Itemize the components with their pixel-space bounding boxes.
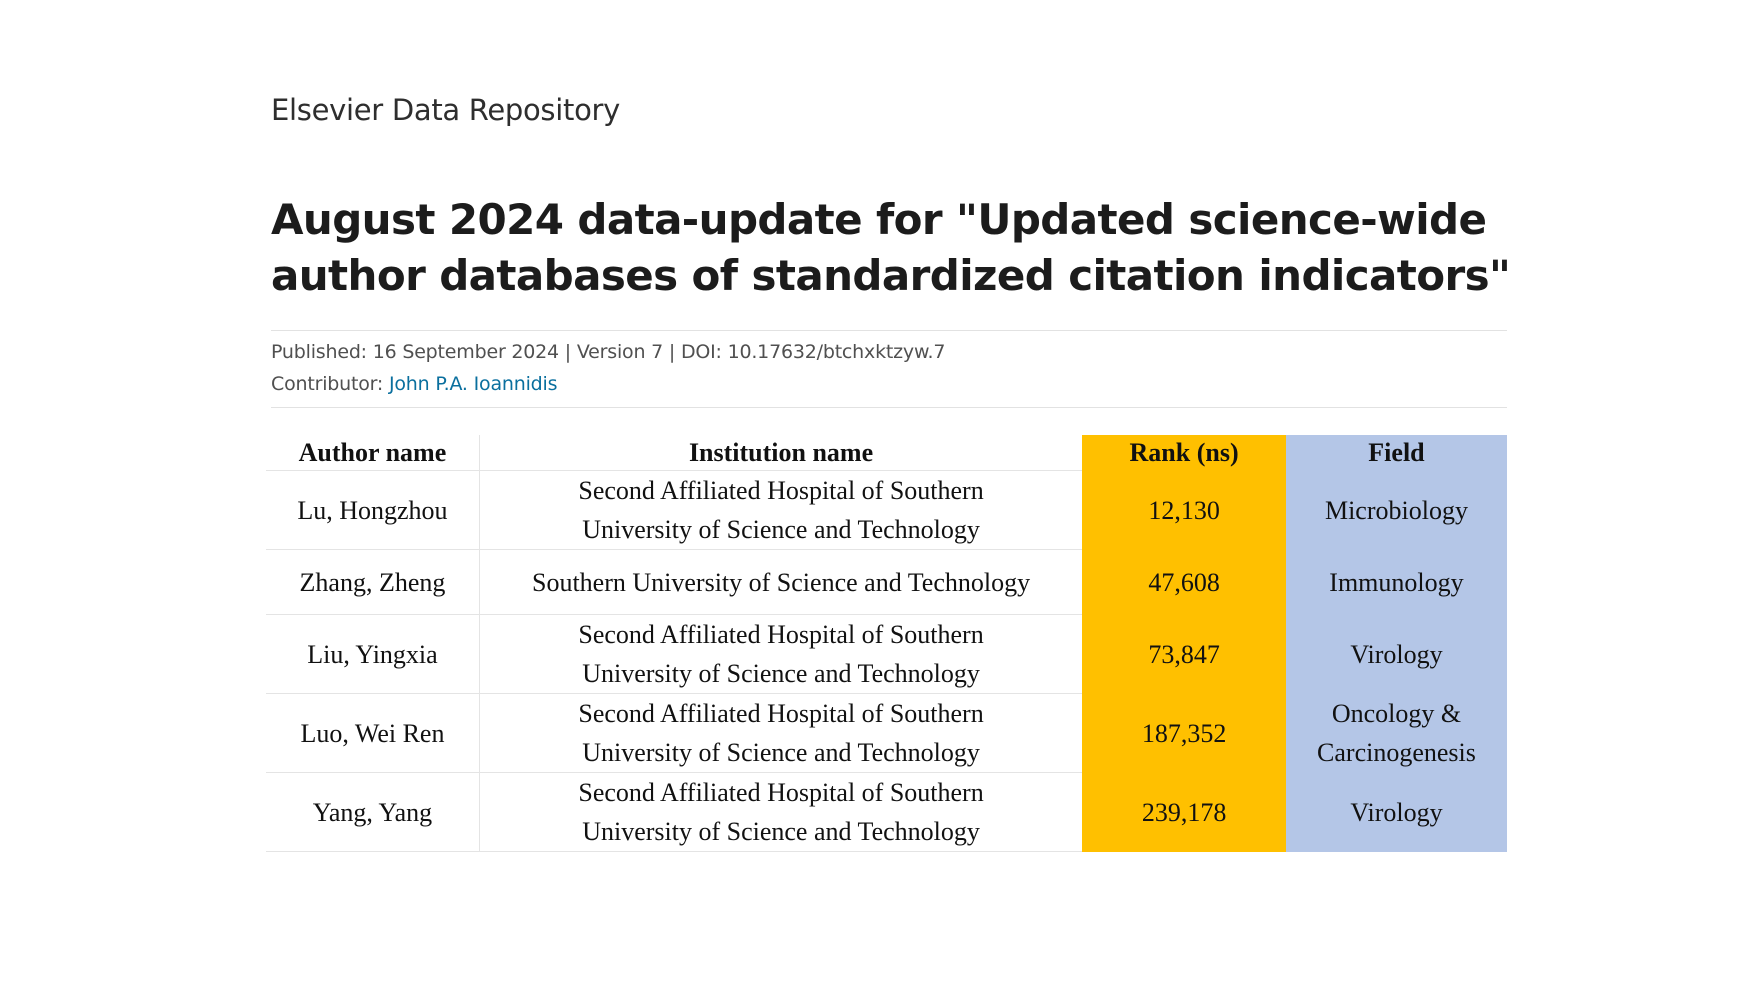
institution-line: Second Affiliated Hospital of Southern: [578, 699, 984, 728]
institution-line: Second Affiliated Hospital of Southern: [578, 778, 984, 807]
field-line: Oncology &: [1331, 699, 1462, 728]
table-row: Luo, Wei Ren Second Affiliated Hospital …: [266, 693, 1507, 773]
repository-name: Elsevier Data Repository: [271, 93, 620, 127]
author-cell: Liu, Yingxia: [266, 614, 480, 694]
table-header-row: Author name Institution name Rank (ns) F…: [266, 435, 1507, 471]
institution-line: Southern University of Science and Techn…: [532, 567, 1031, 597]
author-cell: Yang, Yang: [266, 772, 480, 852]
field-cell: Immunology: [1285, 549, 1507, 615]
institution-cell: Southern University of Science and Techn…: [479, 549, 1083, 615]
divider-bottom: [271, 407, 1507, 408]
institution-cell: Second Affiliated Hospital of Southern U…: [479, 470, 1083, 550]
author-cell: Zhang, Zheng: [266, 549, 480, 615]
version-label: Version 7: [576, 341, 664, 363]
institution-cell: Second Affiliated Hospital of Southern U…: [479, 772, 1083, 852]
published-date: Published: 16 September 2024: [271, 341, 559, 363]
doi-label: DOI: 10.17632/btchxktzyw.7: [680, 341, 946, 363]
contributor-line: Contributor: John P.A. Ioannidis: [271, 373, 557, 395]
table-row: Zhang, Zheng Southern University of Scie…: [266, 549, 1507, 615]
page-title: August 2024 data-update for "Updated sci…: [271, 195, 1511, 300]
field-line: Virology: [1350, 639, 1443, 669]
institution-line: University of Science and Technology: [582, 659, 980, 688]
institution-line: University of Science and Technology: [582, 738, 980, 767]
author-rank-table: Author name Institution name Rank (ns) F…: [266, 435, 1507, 852]
meta-separator: |: [564, 341, 571, 363]
field-cell: Virology: [1285, 614, 1507, 694]
field-cell: Microbiology: [1285, 470, 1507, 550]
rank-cell: 12,130: [1082, 470, 1286, 550]
publication-meta: Published: 16 September 2024 | Version 7…: [271, 341, 945, 363]
institution-cell: Second Affiliated Hospital of Southern U…: [479, 614, 1083, 694]
field-line: Carcinogenesis: [1317, 738, 1476, 767]
author-cell: Luo, Wei Ren: [266, 693, 480, 773]
rank-cell: 187,352: [1082, 693, 1286, 773]
institution-line: Second Affiliated Hospital of Southern: [578, 620, 984, 649]
column-header-institution: Institution name: [479, 435, 1083, 471]
column-header-rank: Rank (ns): [1082, 435, 1286, 471]
rank-cell: 239,178: [1082, 772, 1286, 852]
field-cell: Oncology & Carcinogenesis: [1285, 693, 1507, 773]
institution-cell: Second Affiliated Hospital of Southern U…: [479, 693, 1083, 773]
divider-top: [271, 330, 1507, 331]
institution-line: University of Science and Technology: [582, 817, 980, 846]
rank-cell: 47,608: [1082, 549, 1286, 615]
field-cell: Virology: [1285, 772, 1507, 852]
contributor-label: Contributor:: [271, 373, 384, 395]
rank-cell: 73,847: [1082, 614, 1286, 694]
institution-line: Second Affiliated Hospital of Southern: [578, 476, 984, 505]
field-line: Immunology: [1329, 567, 1464, 597]
field-line: Virology: [1350, 797, 1443, 827]
meta-separator: |: [668, 341, 676, 363]
institution-line: University of Science and Technology: [582, 515, 980, 544]
field-line: Microbiology: [1324, 495, 1468, 525]
contributor-link[interactable]: John P.A. Ioannidis: [388, 373, 558, 395]
table-row: Liu, Yingxia Second Affiliated Hospital …: [266, 614, 1507, 694]
author-cell: Lu, Hongzhou: [266, 470, 480, 550]
column-header-author: Author name: [266, 435, 480, 471]
column-header-field: Field: [1285, 435, 1507, 471]
table-row: Yang, Yang Second Affiliated Hospital of…: [266, 772, 1507, 852]
table-row: Lu, Hongzhou Second Affiliated Hospital …: [266, 470, 1507, 550]
